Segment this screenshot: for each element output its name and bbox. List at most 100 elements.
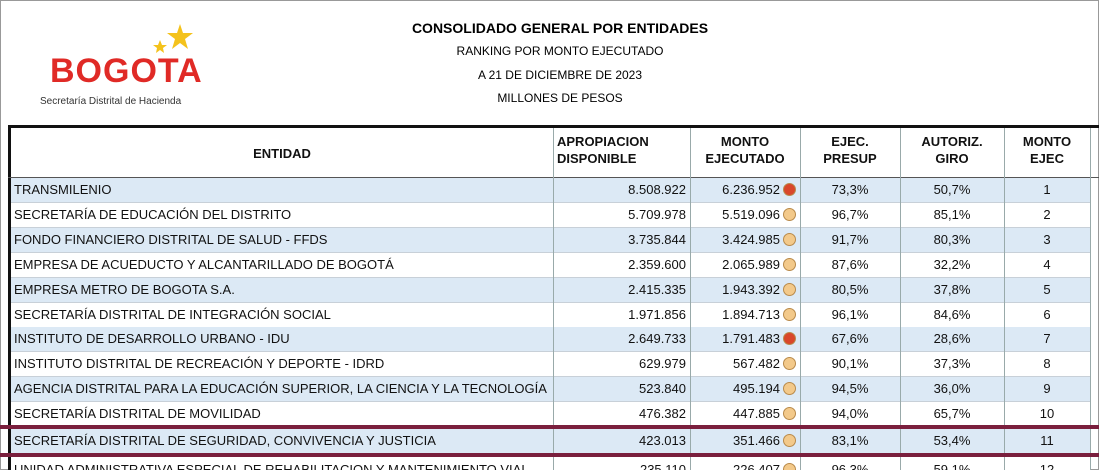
indicator bbox=[783, 332, 796, 346]
monto: 351.466 bbox=[733, 433, 780, 448]
apropiacion: 476.382 bbox=[639, 406, 686, 422]
entity: EMPRESA DE ACUEDUCTO Y ALCANTARILLADO DE… bbox=[14, 256, 394, 272]
row-background bbox=[11, 227, 1090, 253]
rank: 5 bbox=[1043, 281, 1051, 297]
monto: 447.885 bbox=[733, 406, 780, 422]
column-header-line: APROPIACION bbox=[557, 134, 649, 149]
header-rule bbox=[8, 125, 1099, 128]
indicator bbox=[783, 357, 796, 371]
indicator bbox=[783, 207, 796, 221]
rank: 3 bbox=[1043, 231, 1051, 247]
apropiacion: 1.971.856 bbox=[628, 306, 686, 322]
autoriz-giro: 85,1% bbox=[933, 206, 971, 222]
date: A 21 DE DICIEMBRE DE 2023 bbox=[477, 68, 643, 82]
row-background bbox=[11, 252, 1090, 278]
entity: FONDO FINANCIERO DISTRITAL DE SALUD - FF… bbox=[14, 231, 328, 247]
rank: 6 bbox=[1043, 306, 1051, 322]
entity: INSTITUTO DISTRITAL DE RECREACIÓN Y DEPO… bbox=[14, 356, 385, 372]
column-header-line: EJECUTADO bbox=[705, 151, 785, 166]
ejec-presup: 91,7% bbox=[831, 231, 869, 247]
left-rule bbox=[8, 125, 11, 470]
column-header-line: MONTO bbox=[720, 134, 770, 149]
indicator bbox=[783, 257, 796, 271]
monto: 3.424.985 bbox=[722, 231, 780, 247]
apropiacion: 2.359.600 bbox=[628, 256, 686, 272]
column-header-line: PRESUP bbox=[823, 151, 877, 166]
ejec-presup: 67,6% bbox=[831, 331, 869, 347]
column-header-line: MONTO bbox=[1022, 134, 1072, 149]
ejec-presup: 96,7% bbox=[831, 206, 869, 222]
ejec-presup: 94,0% bbox=[831, 406, 869, 422]
column-rule bbox=[1004, 128, 1005, 470]
autoriz-giro: 37,8% bbox=[933, 281, 971, 297]
column-rule bbox=[553, 128, 554, 470]
apropiacion: 5.709.978 bbox=[628, 206, 686, 222]
column-header-line: AUTORIZ. bbox=[921, 134, 983, 149]
column-header-line: EJEC bbox=[1030, 151, 1064, 166]
entity: INSTITUTO DE DESARROLLO URBANO - IDU bbox=[14, 331, 290, 347]
rank: 2 bbox=[1043, 206, 1051, 222]
column-header: MONTO EJECUTADO bbox=[690, 133, 800, 167]
row-background bbox=[11, 327, 1090, 353]
autoriz-giro: 28,6% bbox=[933, 331, 971, 347]
column-header: ENTIDAD bbox=[11, 145, 553, 162]
column-header: EJEC. PRESUP bbox=[800, 133, 900, 167]
apropiacion: 423.013 bbox=[639, 433, 686, 448]
rank: 11 bbox=[1040, 433, 1054, 448]
row-background bbox=[11, 302, 1090, 328]
monto: 1.894.713 bbox=[722, 306, 780, 322]
row-background bbox=[11, 458, 1090, 470]
column-header: MONTO EJEC bbox=[1004, 133, 1090, 167]
rank: 12 bbox=[1039, 462, 1055, 470]
column-header-line: ENTIDAD bbox=[253, 146, 311, 161]
indicator bbox=[783, 434, 796, 447]
units: MILLONES DE PESOS bbox=[497, 91, 623, 105]
monto: 1.943.392 bbox=[722, 281, 780, 297]
ejec-presup: 87,6% bbox=[831, 256, 869, 272]
apropiacion: 2.415.335 bbox=[628, 281, 686, 297]
monto: 6.236.952 bbox=[722, 182, 780, 197]
entity: SECRETARÍA DISTRITAL DE MOVILIDAD bbox=[14, 406, 261, 422]
autoriz-giro: 65,7% bbox=[933, 406, 971, 422]
monto: 567.482 bbox=[733, 356, 780, 372]
monto: 226.407 bbox=[733, 462, 780, 470]
autoriz-giro: 37,3% bbox=[933, 356, 971, 372]
apropiacion: 629.979 bbox=[639, 356, 686, 372]
title: CONSOLIDADO GENERAL POR ENTIDADES bbox=[411, 20, 709, 36]
separator bbox=[0, 453, 1099, 457]
row-background bbox=[11, 377, 1090, 403]
rank: 8 bbox=[1043, 356, 1051, 372]
row-background bbox=[11, 178, 1090, 203]
autoriz-giro: 53,4% bbox=[933, 433, 971, 448]
autoriz-giro: 32,2% bbox=[933, 256, 971, 272]
rank: 9 bbox=[1043, 381, 1051, 397]
entity: SECRETARÍA DE EDUCACIÓN DEL DISTRITO bbox=[14, 206, 292, 222]
subtitle: RANKING POR MONTO EJECUTADO bbox=[456, 44, 664, 58]
entity: TRANSMILENIO bbox=[14, 182, 112, 197]
ejec-presup: 83,1% bbox=[831, 433, 869, 448]
ejec-presup: 80,5% bbox=[831, 281, 869, 297]
autoriz-giro: 59,1% bbox=[933, 462, 971, 470]
ejec-presup: 73,3% bbox=[831, 182, 869, 197]
logo-stars bbox=[153, 24, 193, 53]
indicator bbox=[783, 382, 796, 396]
rank: 4 bbox=[1043, 256, 1051, 272]
separator bbox=[0, 425, 1099, 429]
entity: SECRETARÍA DISTRITAL DE SEGURIDAD, CONVI… bbox=[14, 433, 436, 448]
ejec-presup: 90,1% bbox=[831, 356, 869, 372]
indicator bbox=[783, 463, 796, 470]
entity: UNIDAD ADMINISTRATIVA ESPECIAL DE REHABI… bbox=[14, 462, 529, 470]
column-header-line: EJEC. bbox=[831, 134, 869, 149]
apropiacion: 2.649.733 bbox=[628, 331, 686, 347]
autoriz-giro: 80,3% bbox=[933, 231, 971, 247]
column-rule bbox=[1090, 128, 1091, 470]
apropiacion: 8.508.922 bbox=[628, 182, 686, 197]
indicator bbox=[783, 307, 796, 321]
column-header-line: DISPONIBLE bbox=[557, 151, 637, 166]
column-rule bbox=[800, 128, 801, 470]
logo-subtitle: Secretaría Distrital de Hacienda bbox=[40, 96, 182, 107]
monto: 495.194 bbox=[733, 381, 780, 397]
monto: 2.065.989 bbox=[722, 256, 780, 272]
column-header-line: GIRO bbox=[935, 151, 969, 166]
apropiacion: 3.735.844 bbox=[628, 231, 686, 247]
